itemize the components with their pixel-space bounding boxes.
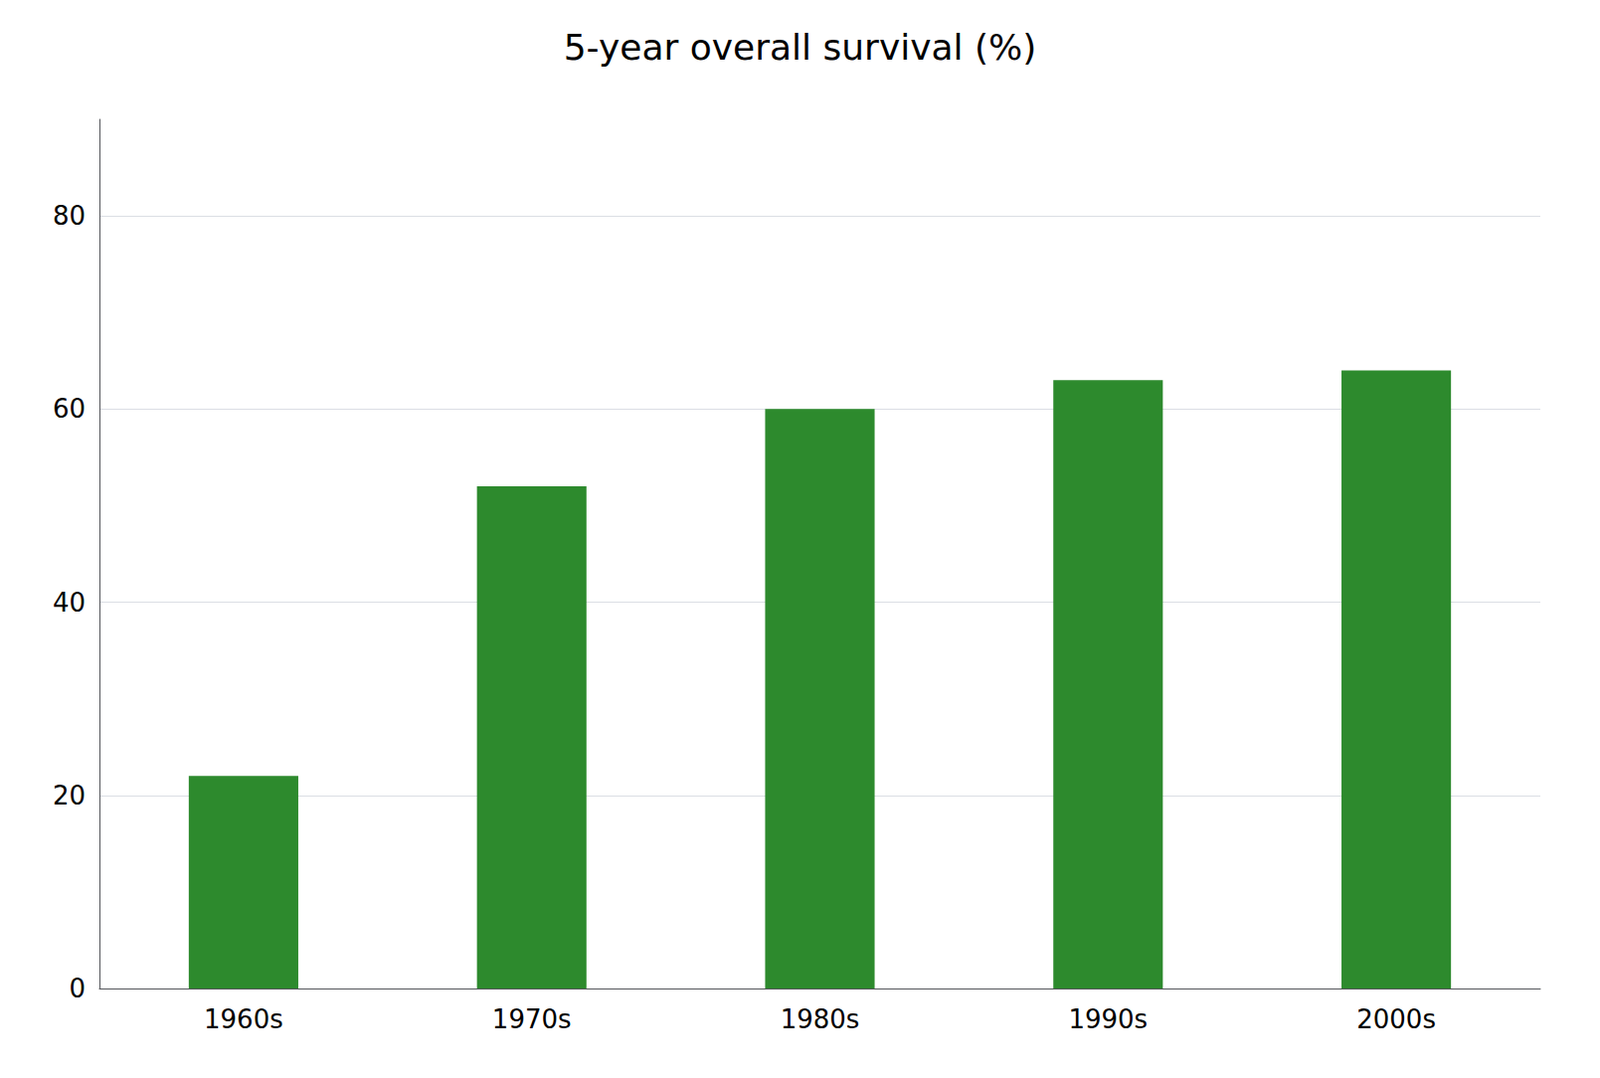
svg-text:1970s: 1970s — [492, 1004, 572, 1035]
svg-text:2000s: 2000s — [1356, 1004, 1436, 1035]
svg-text:0: 0 — [68, 973, 86, 1004]
svg-text:1980s: 1980s — [780, 1004, 861, 1035]
svg-text:1960s: 1960s — [203, 1004, 284, 1035]
svg-text:20: 20 — [52, 780, 86, 811]
svg-text:5-year overall survival (%): 5-year overall survival (%) — [563, 26, 1038, 68]
svg-text:60: 60 — [52, 393, 86, 424]
svg-text:40: 40 — [52, 587, 86, 618]
svg-text:1990s: 1990s — [1067, 1004, 1148, 1035]
svg-text:80: 80 — [52, 200, 86, 231]
